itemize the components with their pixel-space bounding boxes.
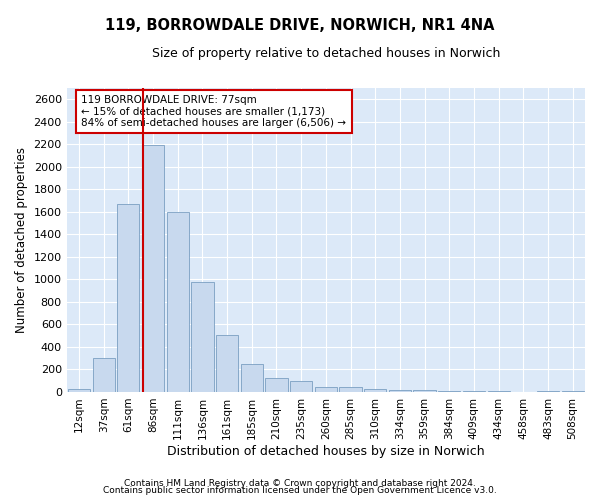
Bar [142,146,164,392]
Bar [413,390,436,392]
X-axis label: Distribution of detached houses by size in Norwich: Distribution of detached houses by size … [167,444,485,458]
Bar [537,391,559,392]
Text: 119, BORROWDALE DRIVE, NORWICH, NR1 4NA: 119, BORROWDALE DRIVE, NORWICH, NR1 4NA [105,18,495,32]
Text: 119 BORROWDALE DRIVE: 77sqm
← 15% of detached houses are smaller (1,173)
84% of : 119 BORROWDALE DRIVE: 77sqm ← 15% of det… [82,95,346,128]
Bar [68,389,90,392]
Bar [167,212,189,392]
Bar [117,204,139,392]
Bar [265,378,287,392]
Bar [191,282,214,392]
Bar [241,364,263,392]
Bar [216,334,238,392]
Text: Contains public sector information licensed under the Open Government Licence v3: Contains public sector information licen… [103,486,497,495]
Y-axis label: Number of detached properties: Number of detached properties [15,147,28,333]
Bar [389,390,411,392]
Bar [364,388,386,392]
Bar [315,387,337,392]
Bar [92,358,115,392]
Bar [290,382,312,392]
Bar [438,390,460,392]
Title: Size of property relative to detached houses in Norwich: Size of property relative to detached ho… [152,48,500,60]
Bar [340,388,362,392]
Text: Contains HM Land Registry data © Crown copyright and database right 2024.: Contains HM Land Registry data © Crown c… [124,478,476,488]
